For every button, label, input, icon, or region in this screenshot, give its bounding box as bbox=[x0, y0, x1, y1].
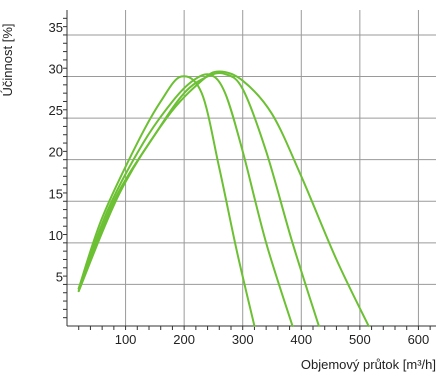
y-tick-label: 15 bbox=[49, 186, 63, 201]
series-line-1 bbox=[77, 75, 256, 327]
x-tick-labels: 100 200 300 400 500 600 bbox=[115, 332, 430, 347]
series-line-3 bbox=[77, 72, 320, 327]
y-tick-label: 35 bbox=[49, 20, 63, 35]
series-line-2 bbox=[77, 73, 294, 327]
y-tick-label: 20 bbox=[49, 145, 63, 160]
x-tick-label: 400 bbox=[290, 332, 312, 347]
y-tick-label: 10 bbox=[49, 228, 63, 243]
x-axis-label: Objemový průtok [m³/h] bbox=[301, 357, 436, 372]
x-tick-label: 500 bbox=[349, 332, 371, 347]
x-tick-label: 600 bbox=[408, 332, 430, 347]
series-group bbox=[77, 70, 370, 327]
x-tick-label: 200 bbox=[173, 332, 195, 347]
y-tick-label: 25 bbox=[49, 103, 63, 118]
y-tick-label: 30 bbox=[49, 62, 63, 77]
grid bbox=[67, 10, 436, 326]
series-line-4 bbox=[77, 70, 370, 327]
axes bbox=[63, 10, 436, 330]
x-tick-label: 100 bbox=[115, 332, 137, 347]
y-tick-label: 5 bbox=[56, 269, 63, 284]
x-tick-label: 300 bbox=[232, 332, 254, 347]
y-axis-label: Účinnost [%] bbox=[0, 24, 15, 97]
y-tick-labels: 5 10 15 20 25 30 35 bbox=[49, 20, 63, 284]
